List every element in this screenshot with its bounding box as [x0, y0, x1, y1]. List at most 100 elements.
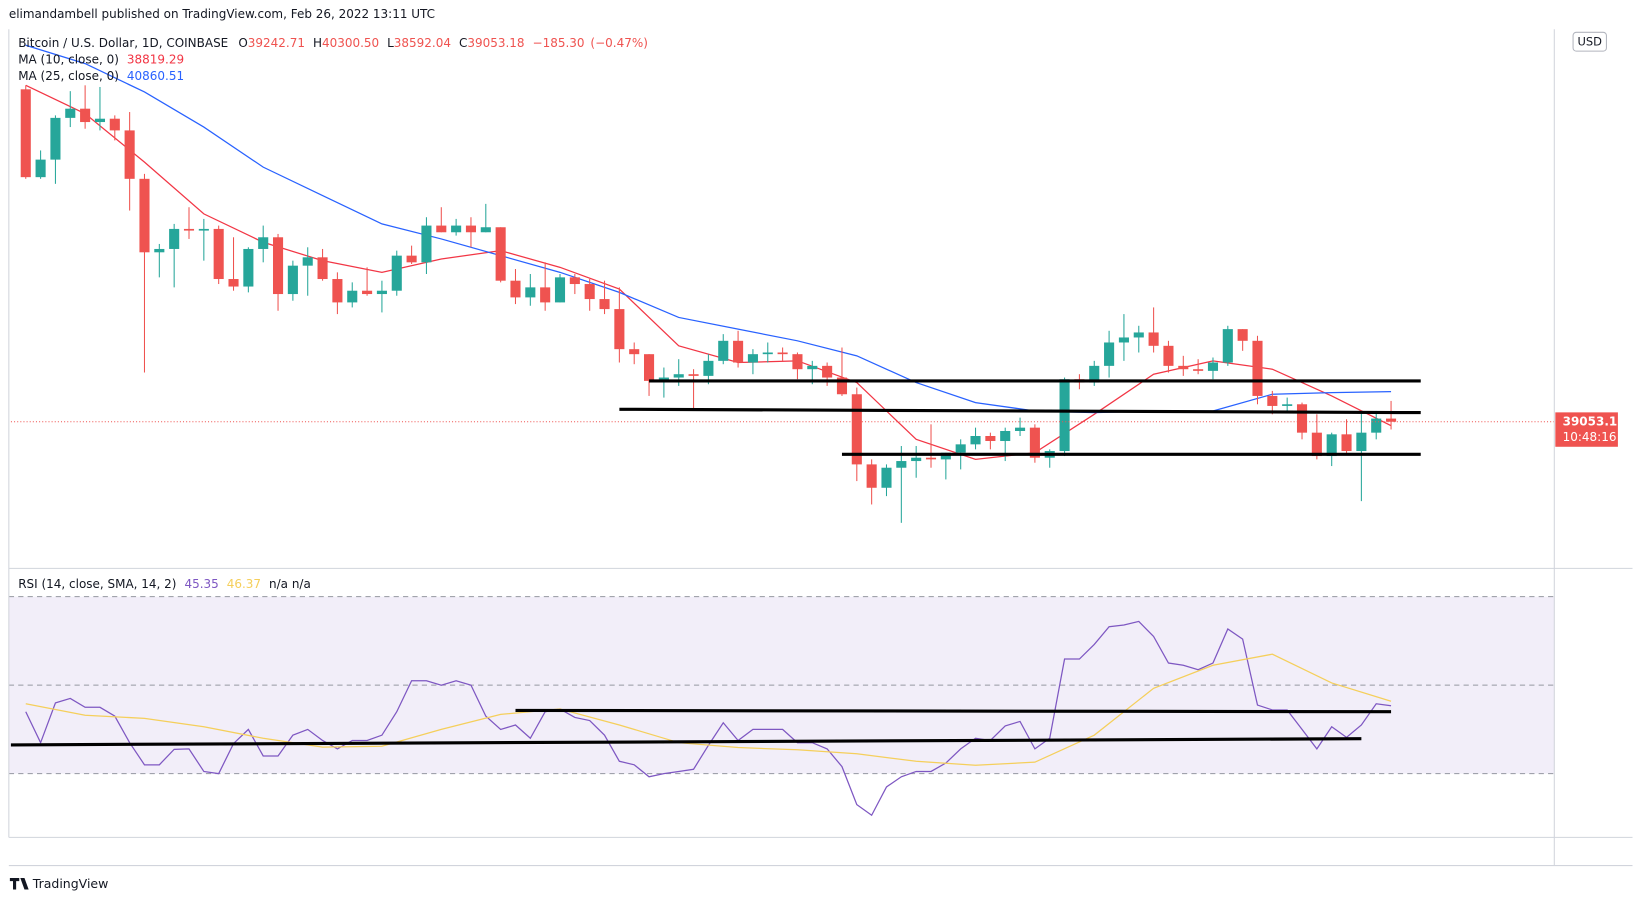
candle-body [139, 178, 150, 253]
candle-body [94, 118, 106, 123]
candle-body [822, 365, 833, 378]
candle-body [510, 280, 521, 298]
candle-body [109, 118, 120, 131]
candle-body [673, 374, 684, 378]
marks [10, 44, 1555, 817]
frame [8, 29, 1633, 867]
candle-body [525, 287, 536, 298]
candle-body [1207, 362, 1219, 371]
currency-badge [1572, 31, 1607, 52]
candle-body [792, 354, 803, 370]
ma-name: MA (10, close, 0) [18, 52, 119, 66]
candle-body [1267, 395, 1278, 406]
candle-body [1133, 332, 1144, 338]
candle-body [451, 225, 462, 233]
candle-body [124, 130, 135, 179]
candle-body [169, 228, 180, 249]
trend-line [619, 407, 1421, 415]
candle-body [629, 349, 640, 355]
candle-body [1252, 340, 1263, 396]
ma-value: 40860.51 [127, 69, 184, 83]
change: −185.30 [533, 35, 585, 49]
brand-name: TradingView [32, 876, 109, 891]
ohlc-name: H [313, 35, 322, 49]
candle-body [703, 360, 714, 376]
candle-body [1104, 342, 1115, 366]
candle-body [940, 452, 951, 460]
rsi-title: RSI (14, close, SMA, 14, 2) [18, 576, 176, 590]
candle-body [183, 228, 195, 231]
currency-label: USD [1577, 35, 1602, 49]
footer-brand: TradingView [9, 876, 109, 891]
candle-body [881, 467, 892, 488]
candle-body [644, 354, 655, 381]
ohlc-value: 40300.50 [322, 35, 379, 49]
moving-average-line [25, 84, 1392, 461]
candle-body [1118, 337, 1129, 343]
candle-body [287, 265, 298, 295]
candle-body [1178, 365, 1189, 370]
candle-body [1386, 418, 1397, 422]
ohlc-name: C [459, 35, 467, 49]
candle-body [20, 89, 31, 178]
candle-body [1059, 379, 1070, 452]
candle-body [658, 377, 669, 381]
candle-body [1029, 427, 1040, 458]
candle-body [911, 457, 922, 462]
ma-legend: MA (25, close, 0) 40860.51 [18, 69, 184, 83]
candle-body [1237, 329, 1248, 341]
candle-body [302, 257, 313, 266]
candle-body [1356, 432, 1367, 452]
candle-body [243, 248, 254, 287]
candle-body [836, 377, 848, 395]
candle-body [970, 435, 981, 445]
published-note: elimandambell published on TradingView.c… [9, 7, 435, 21]
trend-line [515, 708, 1392, 714]
candle-body [465, 225, 477, 233]
candle-body [480, 227, 491, 233]
candle-body [747, 354, 758, 363]
candle-body [272, 237, 284, 295]
candle-body [733, 340, 744, 363]
candle-body [1015, 427, 1026, 431]
candle-body [213, 228, 224, 280]
rsi-value: 45.35 [184, 576, 218, 590]
candle-body [540, 287, 551, 303]
brand-logo [9, 878, 29, 890]
ohlc-value: 38592.04 [394, 35, 451, 49]
candle-body [1371, 418, 1382, 433]
candle-body [347, 290, 358, 303]
candle-body [925, 457, 937, 460]
candle-body [955, 444, 966, 453]
candle-body [1089, 365, 1100, 383]
candle-body [688, 374, 699, 376]
rsi-sma-line [25, 653, 1392, 766]
candle-body [65, 108, 76, 118]
candle-body [406, 255, 417, 263]
rsi-na: n/a n/a [269, 576, 311, 590]
ohlc-value: 39242.71 [248, 35, 305, 49]
last-price-badge [1555, 412, 1618, 447]
candle-body [569, 277, 580, 285]
grid [8, 596, 1555, 775]
change-pct: (−0.47%) [590, 35, 647, 49]
candle-body [376, 290, 387, 295]
candle-body [495, 227, 506, 281]
candle-body [851, 394, 862, 465]
last-price-label: 39053.18 [1563, 414, 1626, 428]
candle-body [866, 464, 877, 488]
candle-body [1000, 430, 1011, 442]
candle-body [1222, 329, 1233, 363]
candle-body [421, 225, 432, 263]
candle-body [391, 255, 402, 291]
candle-body [1341, 434, 1352, 452]
countdown-label: 10:48:16 [1563, 430, 1617, 444]
candle-body [332, 279, 343, 303]
candle-body [436, 225, 447, 233]
candle-body [807, 365, 818, 370]
rsi-sma-value: 46.37 [227, 576, 261, 590]
ohlc-name: L [387, 35, 394, 49]
candle-body [154, 248, 165, 253]
